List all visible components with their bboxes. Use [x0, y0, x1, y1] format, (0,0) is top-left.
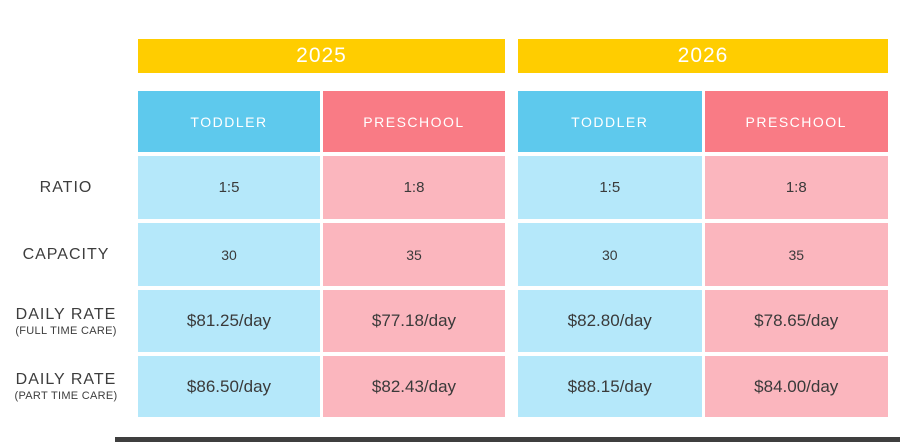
pricing-table-2026: 2026 TODDLER PRESCHOOL 1:5 1:8 30 35 $82… — [518, 0, 888, 442]
row-label-ratio-title: RATIO — [39, 178, 93, 196]
column-header-2026-preschool: PRESCHOOL — [704, 91, 888, 152]
pricing-table-2025: 2025 TODDLER PRESCHOOL 1:5 1:8 30 35 $81… — [138, 0, 505, 442]
cell-2026-parttime-toddler: $88.15/day — [518, 356, 702, 417]
year-band-2026-label: 2026 — [677, 44, 729, 67]
cell-2025-fulltime-preschool: $77.18/day — [323, 290, 505, 352]
column-header-2026-toddler: TODDLER — [518, 91, 702, 152]
row-label-daily-rate-full-title: DAILY RATE — [15, 305, 117, 323]
cell-2026-parttime-preschool: $84.00/day — [704, 356, 888, 417]
cell-2025-ratio-toddler: 1:5 — [138, 156, 320, 219]
horizontal-scrollbar[interactable] — [115, 437, 900, 442]
cell-2025-capacity-toddler: 30 — [138, 223, 320, 286]
cell-2025-ratio-preschool: 1:8 — [323, 156, 505, 219]
pricing-grid-2026: TODDLER PRESCHOOL 1:5 1:8 30 35 $82.80/d… — [518, 91, 888, 417]
cell-2026-fulltime-preschool: $78.65/day — [704, 290, 888, 352]
year-band-2025-label: 2025 — [296, 44, 347, 67]
row-label-ratio: RATIO — [0, 156, 132, 219]
row-label-daily-rate-part-title: DAILY RATE — [15, 371, 117, 388]
cell-2026-capacity-preschool: 35 — [704, 223, 888, 286]
row-label-capacity-title: CAPACITY — [22, 245, 110, 263]
cell-2025-fulltime-toddler: $81.25/day — [138, 290, 320, 352]
cell-2026-ratio-preschool: 1:8 — [704, 156, 888, 219]
row-label-daily-rate-full-time: DAILY RATE (FULL TIME CARE) — [0, 290, 132, 352]
row-label-daily-rate-part-time: DAILY RATE (PART TIME CARE) — [0, 356, 132, 417]
cell-2025-capacity-preschool: 35 — [323, 223, 505, 286]
row-label-daily-rate-part-subtitle: (PART TIME CARE) — [14, 390, 118, 402]
column-header-2025-toddler: TODDLER — [138, 91, 320, 152]
cell-2026-ratio-toddler: 1:5 — [518, 156, 702, 219]
cell-2026-capacity-toddler: 30 — [518, 223, 702, 286]
row-label-capacity: CAPACITY — [0, 223, 132, 286]
row-label-daily-rate-full-subtitle: (FULL TIME CARE) — [15, 324, 117, 337]
year-band-2025: 2025 — [138, 39, 505, 73]
year-band-2026: 2026 — [518, 39, 888, 73]
column-header-2025-preschool: PRESCHOOL — [323, 91, 505, 152]
cell-2025-parttime-preschool: $82.43/day — [323, 356, 505, 417]
cell-2026-fulltime-toddler: $82.80/day — [518, 290, 702, 352]
pricing-grid-2025: TODDLER PRESCHOOL 1:5 1:8 30 35 $81.25/d… — [138, 91, 505, 417]
cell-2025-parttime-toddler: $86.50/day — [138, 356, 320, 417]
